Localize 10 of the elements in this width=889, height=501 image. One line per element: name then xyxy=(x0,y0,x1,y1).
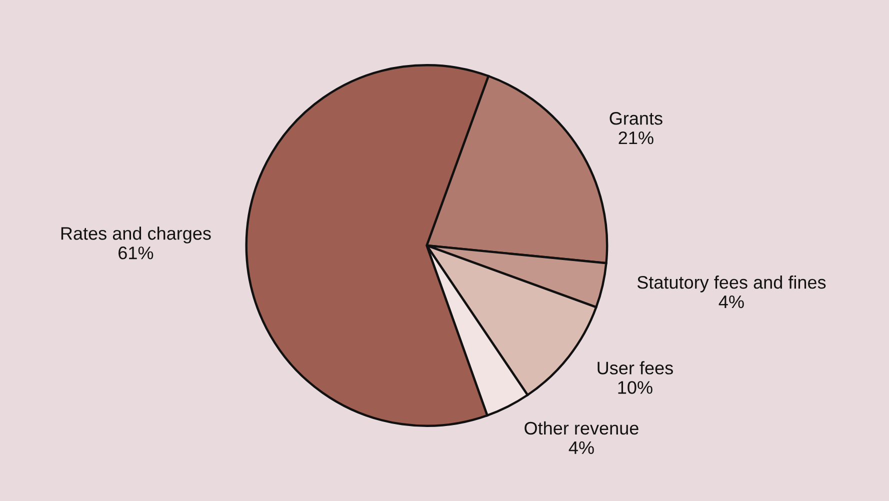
slice-label: Rates and charges xyxy=(61,226,211,244)
slice-label: Statutory fees and fines xyxy=(637,276,826,292)
data-label: 61% xyxy=(118,246,154,260)
data-label: 4% xyxy=(568,441,594,454)
data-label: 10% xyxy=(618,381,652,394)
slice-label: Other revenue xyxy=(524,421,638,435)
slice-label: User fees xyxy=(598,361,673,374)
data-label: 21% xyxy=(618,131,654,144)
data-label: 4% xyxy=(718,296,744,308)
slice-label: Grants xyxy=(610,112,662,125)
